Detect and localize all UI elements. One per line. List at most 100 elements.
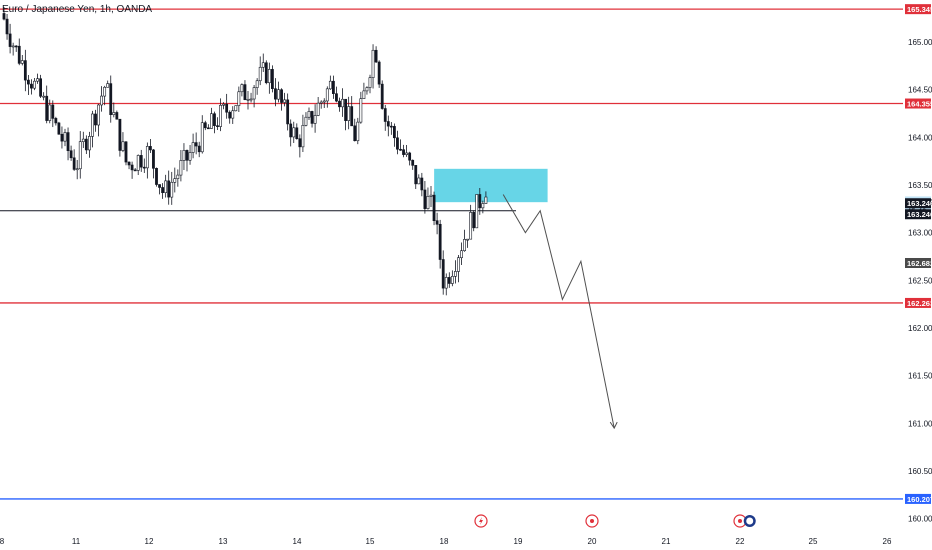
candle-down	[26, 79, 30, 85]
candle-down	[118, 118, 122, 151]
candle-up	[371, 49, 375, 78]
chart-title: Euro / Japanese Yen, 1h, OANDA	[2, 4, 153, 15]
candle-up	[301, 125, 305, 148]
dot-glyph	[590, 519, 594, 523]
candle-down	[66, 132, 70, 152]
candle-up	[426, 196, 430, 209]
candle-down	[350, 106, 354, 127]
candle-down	[438, 223, 442, 260]
candle-up	[304, 116, 308, 126]
candle-up	[453, 271, 457, 277]
candle-down	[478, 194, 482, 209]
candle-down	[45, 95, 49, 121]
price-tag: 162.263	[907, 299, 932, 308]
price-tag: 162.682	[907, 259, 932, 268]
candle-down	[142, 166, 146, 169]
candle-down	[14, 45, 18, 48]
candle-down	[115, 112, 119, 120]
candle-down	[411, 159, 415, 166]
candle-down	[149, 146, 152, 151]
candle-up	[450, 276, 454, 284]
candle-down	[17, 45, 21, 64]
candle-down	[54, 118, 58, 124]
candle-down	[298, 138, 302, 148]
y-tick-label: 164.500	[908, 86, 932, 95]
price-tag-bg	[905, 198, 931, 209]
candle-up	[240, 84, 244, 93]
candle-up	[103, 86, 107, 97]
candle-down	[124, 141, 128, 163]
candle-down	[155, 168, 158, 185]
candle-up	[33, 80, 36, 89]
candle-up	[466, 238, 470, 241]
candle-up	[313, 115, 317, 124]
candle-down	[420, 177, 424, 191]
candle-down	[380, 83, 384, 109]
candle-up	[75, 168, 79, 171]
candle-down	[264, 62, 268, 84]
candle-up	[347, 106, 351, 121]
candle-up	[316, 102, 320, 116]
candle-up	[261, 62, 265, 68]
y-tick-label: 160.500	[908, 467, 932, 476]
candle-up	[63, 132, 67, 142]
candle-down	[396, 137, 399, 150]
candle-down	[206, 127, 210, 130]
candle-up	[457, 257, 460, 272]
candle-up	[362, 90, 366, 99]
x-tick-label: 18	[440, 537, 449, 546]
candle-down	[197, 145, 201, 153]
candle-down	[423, 189, 427, 209]
candle-up	[405, 152, 409, 155]
x-tick-label: 21	[662, 537, 671, 546]
candle-up	[444, 277, 448, 289]
candle-up	[136, 155, 140, 171]
candle-up	[81, 138, 85, 142]
candle-up	[460, 250, 463, 259]
candle-up	[359, 98, 363, 123]
projection-path	[502, 194, 615, 429]
candle-down	[127, 161, 131, 166]
candle-down	[130, 164, 134, 171]
candle-up	[365, 87, 369, 92]
candle-up	[368, 77, 372, 88]
candle-up	[121, 141, 125, 151]
candle-down	[389, 125, 393, 128]
candle-up	[328, 80, 332, 90]
x-tick-label: 8	[0, 537, 5, 546]
candle-up	[88, 136, 91, 151]
candle-down	[383, 108, 387, 122]
candle-up	[484, 196, 488, 204]
candle-down	[72, 157, 76, 170]
candle-up	[20, 60, 24, 64]
candle-up	[173, 178, 177, 183]
candle-up	[292, 127, 296, 138]
candle-up	[170, 181, 174, 198]
candle-down	[392, 126, 396, 139]
candle-down	[338, 100, 341, 108]
candle-up	[42, 95, 46, 98]
candle-up	[112, 112, 116, 115]
candle-down	[402, 149, 405, 155]
x-tick-label: 22	[736, 537, 745, 546]
candle-down	[94, 113, 97, 126]
candle-down	[39, 78, 43, 97]
x-tick-label: 20	[588, 537, 597, 546]
candle-up	[258, 66, 262, 82]
x-tick-label: 14	[293, 537, 302, 546]
candle-up	[176, 174, 180, 179]
candle-up	[222, 103, 226, 106]
x-tick-label: 19	[514, 537, 523, 546]
candle-down	[69, 150, 73, 159]
candle-up	[188, 152, 192, 161]
candle-up	[249, 98, 253, 101]
candle-down	[472, 212, 476, 229]
candle-up	[11, 45, 15, 48]
candle-up	[36, 78, 39, 82]
candle-up	[231, 110, 235, 119]
candle-up	[417, 177, 421, 185]
candle-down	[414, 165, 418, 185]
y-tick-label: 163.000	[908, 229, 932, 238]
